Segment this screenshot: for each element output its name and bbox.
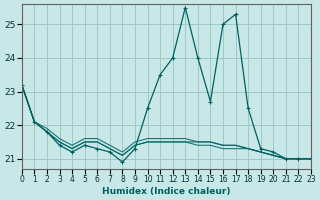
X-axis label: Humidex (Indice chaleur): Humidex (Indice chaleur) [102,187,231,196]
